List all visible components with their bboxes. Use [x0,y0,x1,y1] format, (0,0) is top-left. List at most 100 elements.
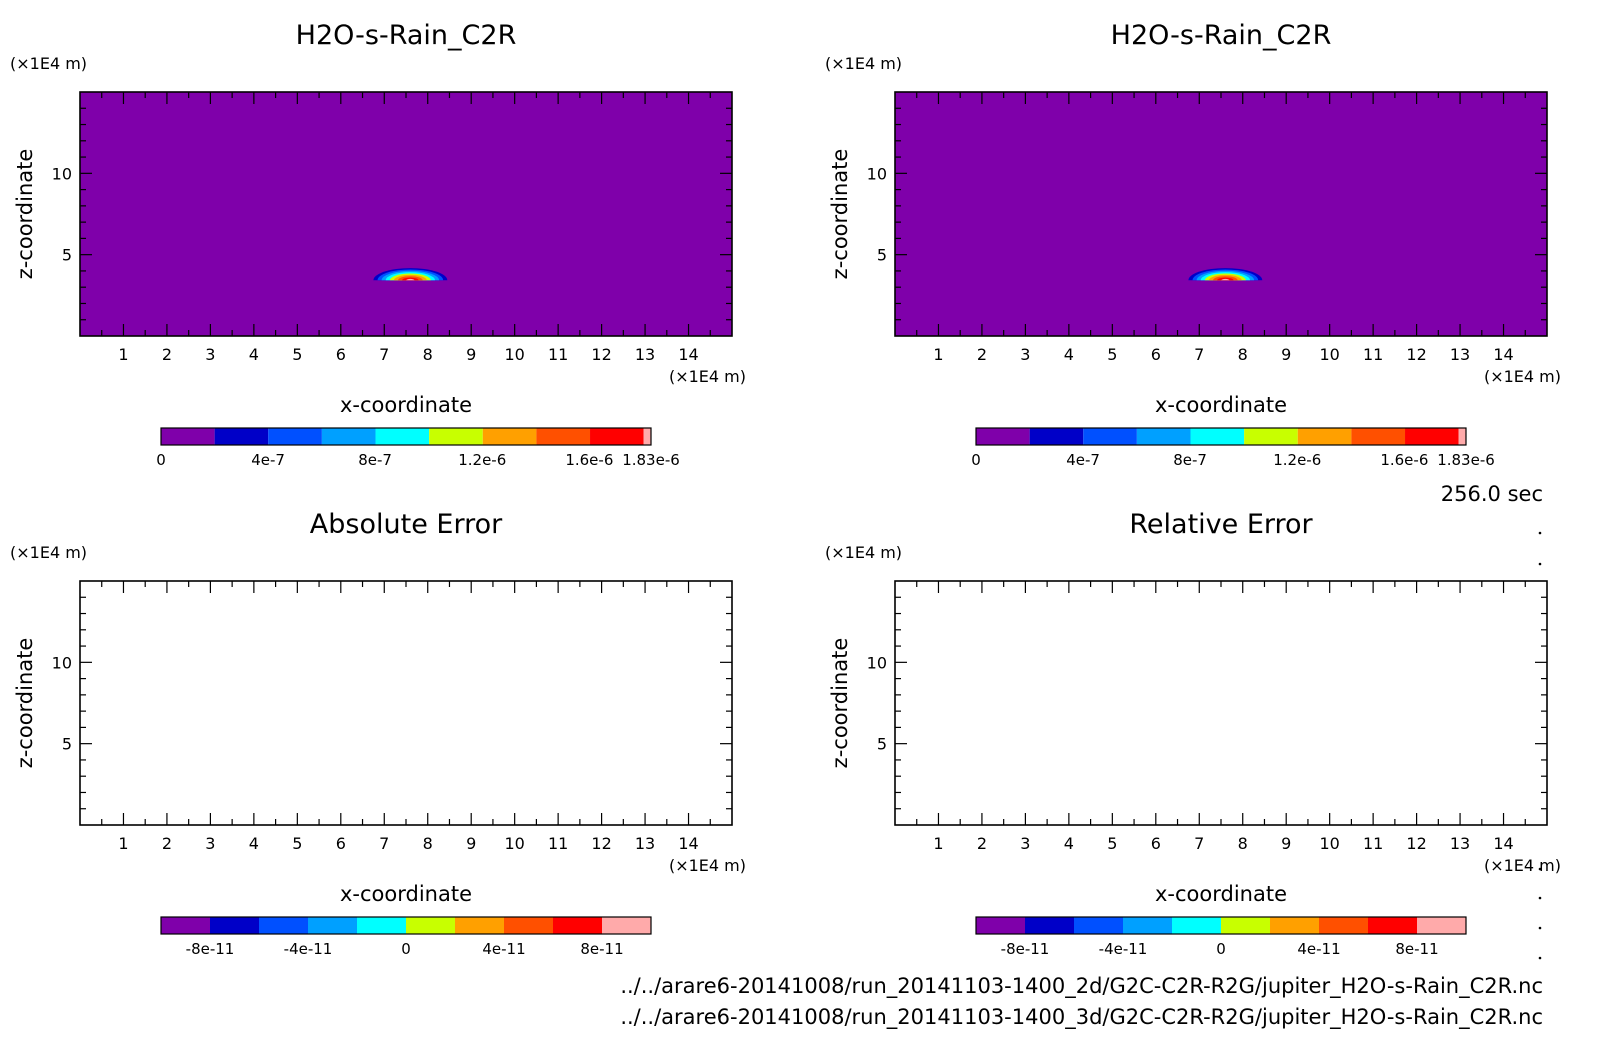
colorbar-swatch [321,428,376,445]
file-path-2d: ../../arare6-20141008/run_20141103-1400_… [620,974,1543,999]
colorbar-swatch [1368,917,1417,934]
x-tick-label: 8 [423,345,433,364]
colorbar-label: 4e-7 [1066,451,1100,469]
colorbar: 0 4e-7 8e-7 1.2e-6 1.6e-6 1.83e-6 [971,427,1495,469]
x-tick-label: 11 [548,834,568,853]
chart-panel-4: Relative Error(×1E4 m)1 2 3 4 5 6 7 8 9 10 11 12 13 1… [825,509,1561,958]
panel-title-absolute-error: Absolute Error [310,509,503,540]
colorbar-swatch [1123,917,1172,934]
x-tick-label: 14 [1493,834,1513,853]
x-tick-label: 7 [1194,345,1204,364]
colorbar-swatch [1172,917,1221,934]
x-tick-label: 7 [379,345,389,364]
colorbar-swatch [1029,428,1084,445]
colorbar-swatch [504,917,553,934]
x-tick-label: 11 [1363,834,1383,853]
time-label: 256.0 sec [1441,482,1543,506]
colorbar-label: -4e-11 [1099,940,1148,958]
x-tick-label: 8 [423,834,433,853]
contour-level-9 [1221,278,1230,281]
x-tick-label: 5 [292,345,302,364]
colorbar-label: 1.2e-6 [1273,451,1321,469]
colorbar-swatch [1221,917,1270,934]
colorbar-swatch [590,428,644,445]
x-tick-label: 9 [1281,345,1291,364]
colorbar-swatch [1297,428,1352,445]
x-tick-label: 5 [1107,834,1117,853]
x-tick-label: 1 [118,834,128,853]
x-tick-label: 5 [292,834,302,853]
colorbar-frame [160,916,652,935]
x-tick-label: 12 [591,345,611,364]
x-axis-label: x-coordinate [340,882,472,906]
y-unit-label: (×1E4 m) [825,543,902,562]
y-axis-label: z-coordinate [828,638,852,769]
x-tick-label: 3 [205,345,215,364]
colorbar-swatch [1190,428,1245,445]
colorbar-swatch [553,917,602,934]
x-tick-label: 2 [977,345,987,364]
colorbar-swatch [1083,428,1137,445]
x-tick-label: 1 [933,345,943,364]
colorbar-label: 4e-7 [251,451,285,469]
colorbar-swatch [455,917,504,934]
contour-level-9 [406,278,415,281]
colorbar-swatch [536,428,591,445]
x-tick-label: 14 [678,345,698,364]
y-unit-label: (×1E4 m) [10,54,87,73]
colorbar-label: 8e-7 [358,451,392,469]
colorbar-swatch [161,917,210,934]
y-unit-label: (×1E4 m) [10,543,87,562]
x-tick-label: 2 [162,345,172,364]
x-axis-label: x-coordinate [340,393,472,417]
panel-title-top-left: H2O-s-Rain_C2R [296,20,517,51]
colorbar-swatch [1319,917,1368,934]
colorbar-swatch [375,428,430,445]
colorbar-label: 0 [971,451,981,469]
colorbar-swatch [268,428,322,445]
x-tick-label: 4 [1064,834,1074,853]
x-axis-label: x-coordinate [1155,882,1287,906]
x-tick-label: 2 [977,834,987,853]
colorbar: -8e-11 -4e-11 0 4e-11 8e-11 [975,916,1467,958]
colorbar-label: 1.83e-6 [1437,451,1495,469]
colorbar-label: 0 [401,940,411,958]
x-tick-label: 7 [379,834,389,853]
y-axis-label: z-coordinate [828,149,852,280]
x-tick-label: 3 [1020,834,1030,853]
plot-area [895,581,1547,825]
tick-marks [80,581,732,825]
colorbar-swatch [976,917,1025,934]
colorbar-swatch [161,428,215,445]
x-unit-label: (×1E4 m) [669,367,746,386]
colorbar-swatch [1244,428,1298,445]
x-tick-label: 12 [1406,345,1426,364]
colorbar-label: 4e-11 [482,940,525,958]
rain-blob [1188,268,1263,281]
x-tick-label: 10 [504,834,524,853]
panel-title-relative-error: Relative Error [1129,509,1313,540]
x-tick-label: 9 [466,834,476,853]
y-tick-label: 5 [877,246,887,265]
y-tick-label: 10 [52,653,72,672]
x-tick-label: 13 [1450,834,1470,853]
x-tick-label: 4 [1064,345,1074,364]
y-tick-label: 5 [877,735,887,754]
colorbar-swatch [214,428,269,445]
tick-marks [895,581,1547,825]
x-tick-label: 8 [1238,834,1248,853]
contour-level-8 [402,277,419,281]
colorbar-swatch [1458,428,1466,445]
colorbar-swatch [1074,917,1123,934]
colorbar-swatch [357,917,406,934]
colorbar-frame [975,916,1467,935]
x-tick-label: 2 [162,834,172,853]
x-tick-label: 8 [1238,345,1248,364]
colorbar: 0 4e-7 8e-7 1.2e-6 1.6e-6 1.83e-6 [156,427,680,469]
chart-panel-1: H2O-s-Rain_C2R(×1E4 m)1 2 3 4 5 6 7 8 9 10 11 12 13 1… [10,20,746,469]
x-tick-label: 4 [249,345,259,364]
colorbar-swatch [1270,917,1319,934]
y-unit-label: (×1E4 m) [825,54,902,73]
x-tick-label: 12 [1406,834,1426,853]
colorbar-label: -8e-11 [1001,940,1050,958]
